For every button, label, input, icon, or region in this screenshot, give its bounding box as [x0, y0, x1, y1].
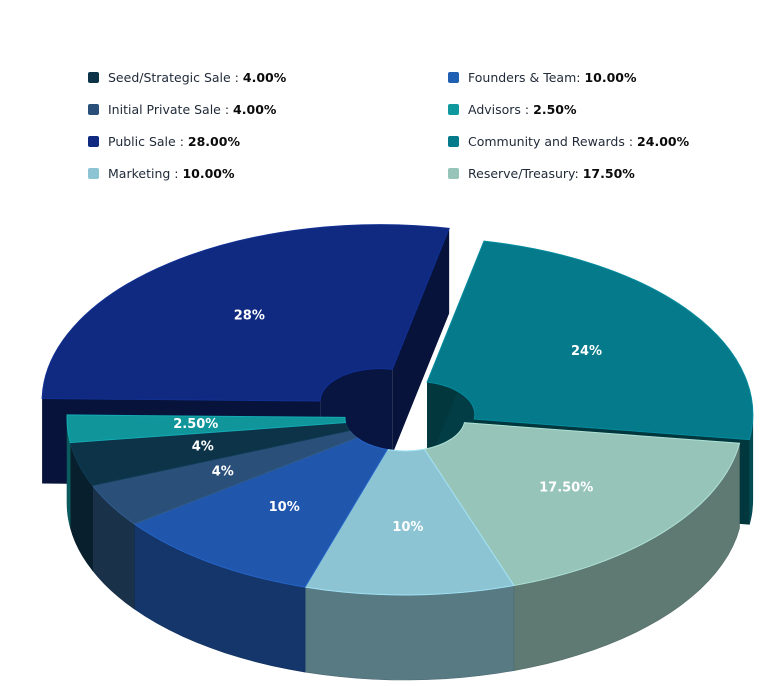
legend-swatch	[88, 135, 99, 147]
legend-item: Initial Private Sale : 4.00%	[88, 100, 448, 118]
legend-label: Initial Private Sale :	[108, 101, 230, 117]
slice-label: 28%	[234, 308, 265, 323]
slice-side-wall	[304, 585, 515, 681]
legend-item: Reserve/Treasury: 17.50%	[448, 164, 728, 182]
legend-value: 4.00%	[242, 69, 287, 85]
legend-label: Community and Rewards :	[468, 133, 634, 149]
slice-label: 10%	[392, 520, 423, 535]
legend-value: 17.50%	[582, 165, 635, 181]
slice-reserve-treasury	[423, 422, 741, 587]
legend-swatch	[448, 167, 459, 179]
legend-item: Founders & Team: 10.00%	[448, 68, 728, 86]
legend-swatch	[448, 71, 459, 83]
slice-community-and-rewards	[426, 240, 754, 441]
legend-swatch	[88, 103, 99, 115]
legend-label: Reserve/Treasury:	[468, 165, 579, 181]
legend-swatch	[88, 167, 99, 179]
chart-legend: Seed/Strategic Sale : 4.00% Founders & Te…	[88, 68, 728, 182]
legend-label: Advisors :	[468, 101, 530, 117]
legend-value: 4.00%	[233, 101, 277, 117]
legend-value: 24.00%	[637, 133, 690, 149]
legend-swatch	[88, 71, 99, 83]
slice-label: 4%	[192, 439, 214, 454]
donut-top-faces	[41, 224, 754, 596]
slice-cut-face	[392, 228, 450, 455]
legend-swatch	[448, 135, 459, 147]
legend-value: 28.00%	[187, 133, 240, 149]
legend-label: Marketing :	[108, 165, 179, 181]
legend-value: 10.00%	[584, 69, 637, 85]
slice-advisors	[66, 414, 347, 444]
slice-label: 10%	[269, 500, 300, 515]
legend-item: Advisors : 2.50%	[448, 100, 728, 118]
legend-label: Public Sale :	[108, 133, 184, 149]
legend-item: Marketing : 10.00%	[88, 164, 448, 182]
legend-label: Founders & Team:	[468, 69, 581, 85]
slice-marketing	[304, 448, 515, 596]
slice-public-sale	[41, 224, 450, 402]
legend-item: Public Sale : 28.00%	[88, 132, 448, 150]
legend-item: Seed/Strategic Sale : 4.00%	[88, 68, 448, 86]
legend-item: Community and Rewards : 24.00%	[448, 132, 728, 150]
legend-label: Seed/Strategic Sale :	[108, 69, 239, 85]
legend-value: 10.00%	[182, 165, 235, 181]
legend-swatch	[448, 103, 459, 115]
slice-founders-team	[133, 437, 389, 588]
slice-label: 2.50%	[173, 417, 218, 432]
slice-label: 24%	[571, 344, 602, 359]
donut-labels: 28% 24% 17.50% 10% 10% 4% 4% 2.50%	[173, 308, 602, 535]
legend-value: 2.50%	[533, 101, 577, 117]
slice-label: 17.50%	[539, 481, 593, 496]
slice-label: 4%	[212, 465, 234, 480]
